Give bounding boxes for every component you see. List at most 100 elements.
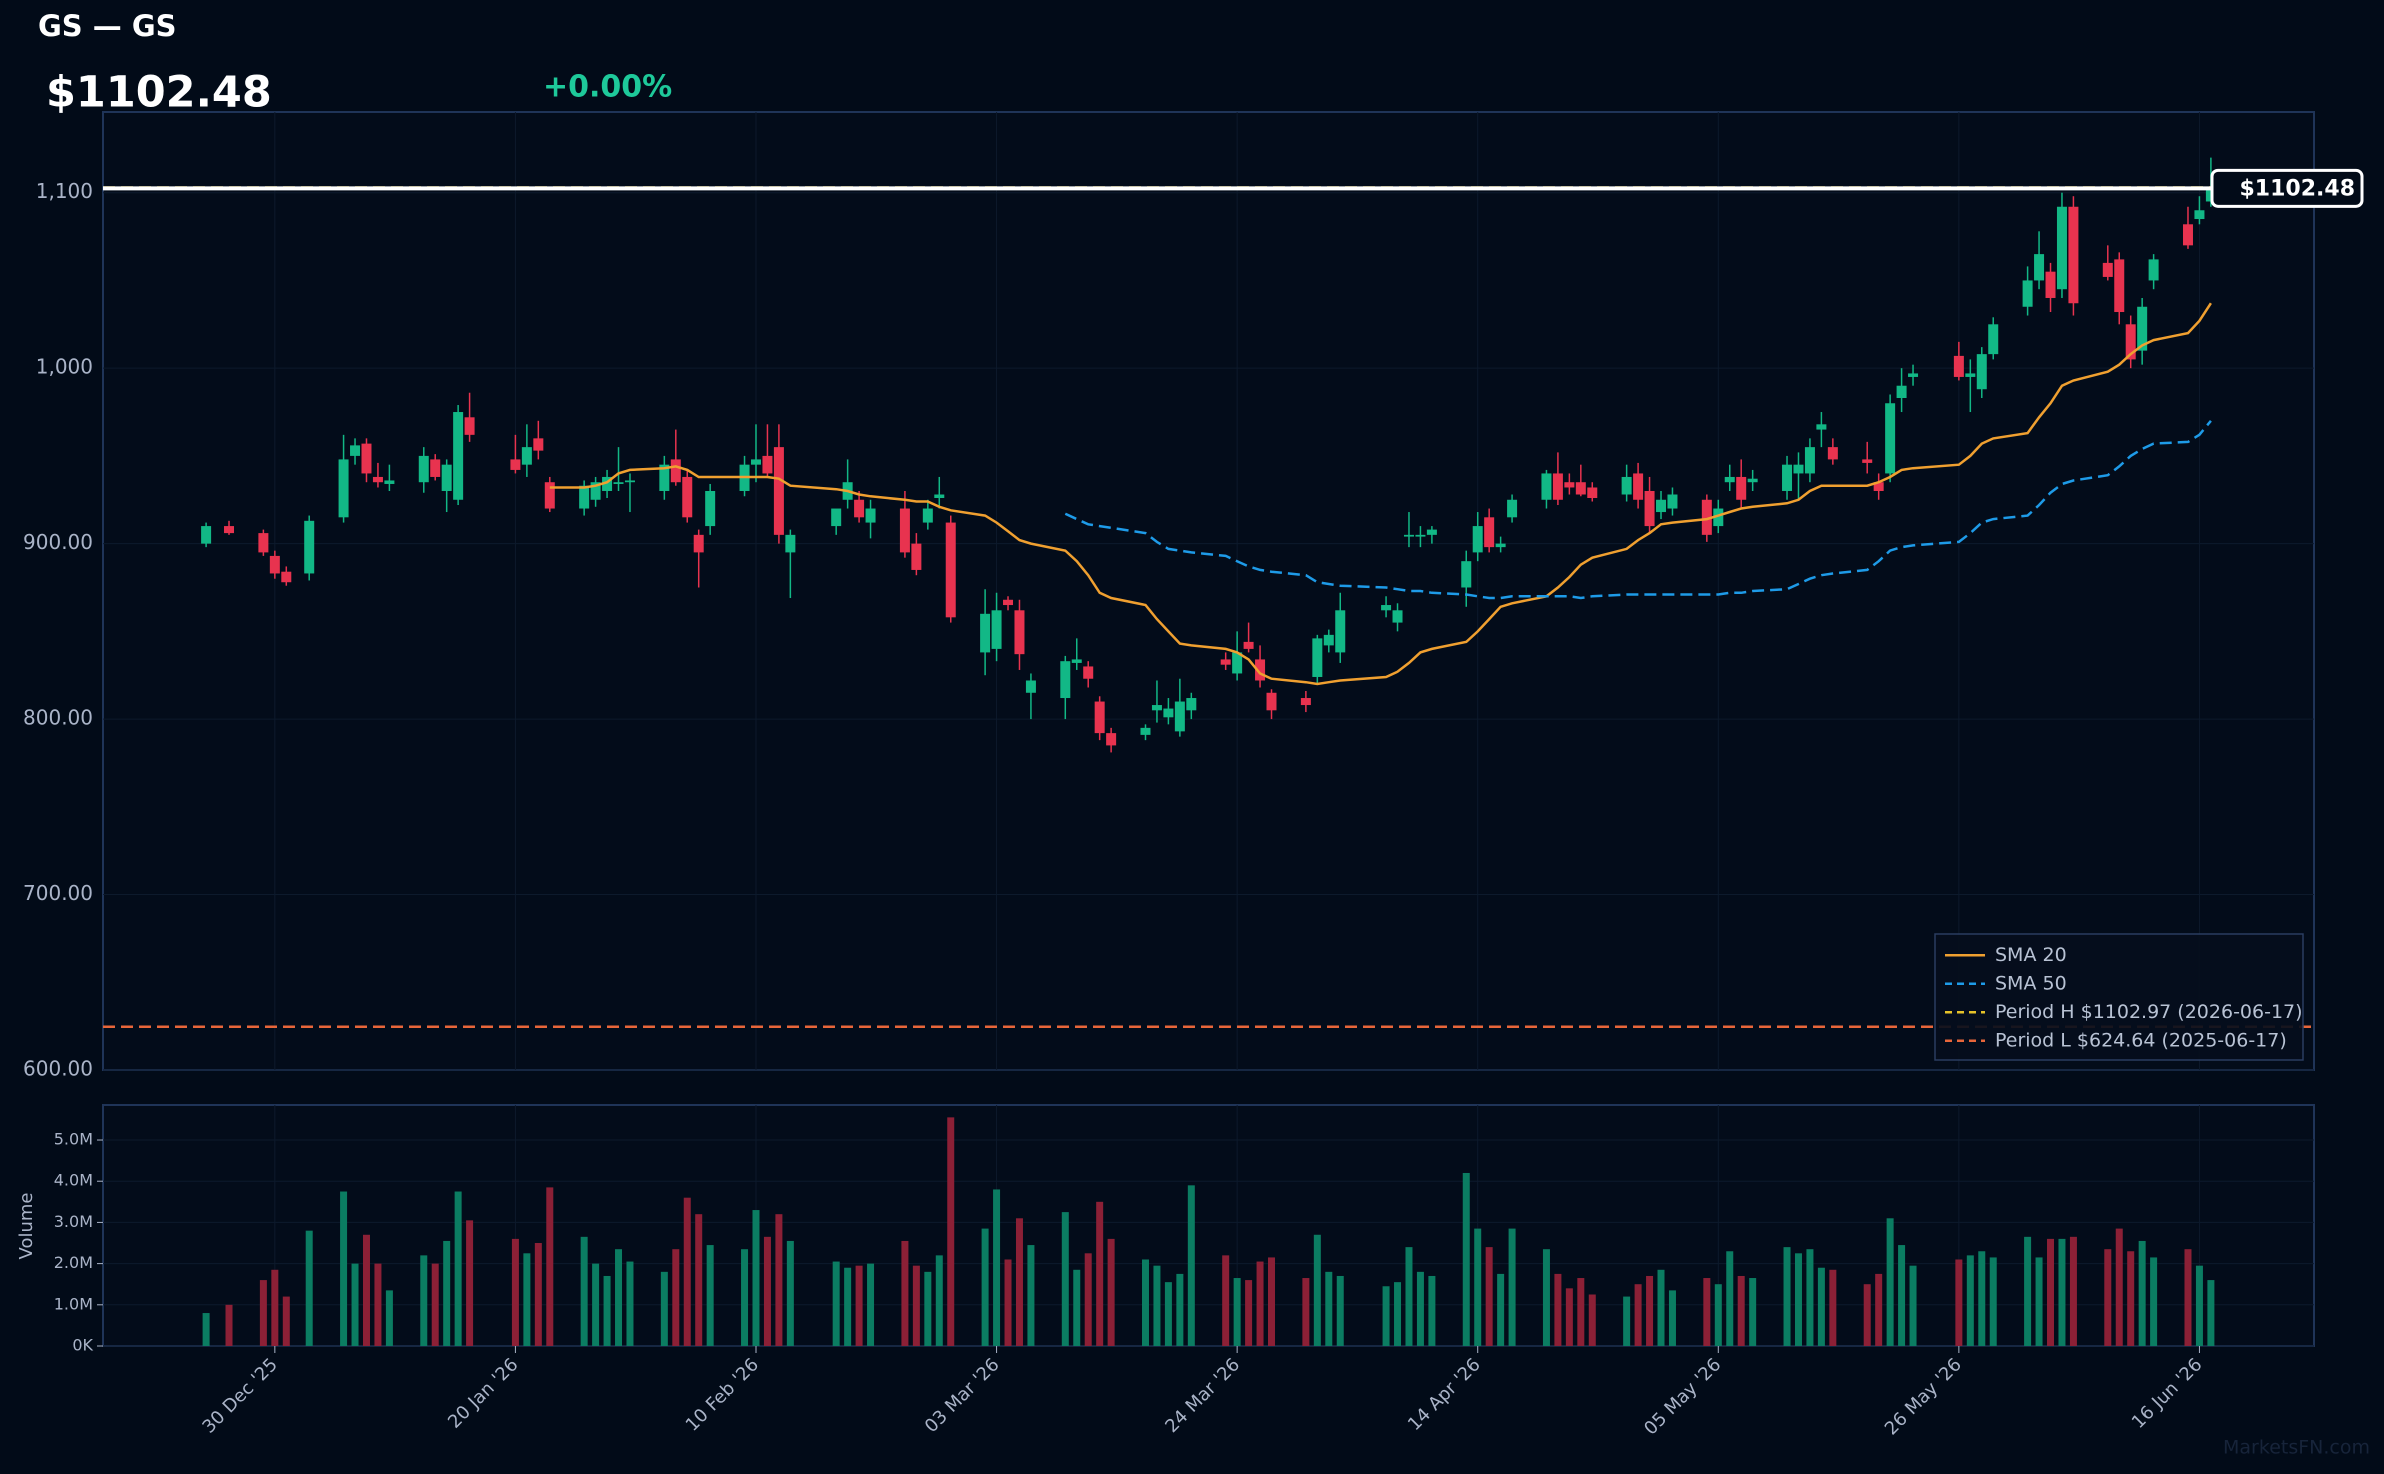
candle-body [1747,478,1758,483]
volume-bar [1978,1251,1986,1346]
candle-body [2114,259,2125,313]
volume-bar [924,1271,932,1346]
candle-body [1541,473,1552,500]
volume-bar [1577,1278,1585,1346]
volume-bar [615,1249,623,1346]
volume-bar [362,1234,370,1346]
volume-bar [2069,1236,2077,1346]
volume-bar [660,1271,668,1346]
candle-body [1896,385,1907,398]
volume-bar [1829,1269,1837,1346]
volume-bar [340,1191,348,1346]
candle-body [2125,324,2136,360]
candle-body [1885,403,1896,474]
candle-body [1014,610,1025,655]
volume-bar [225,1304,233,1346]
candle-body [1953,355,1964,377]
volume-bar [282,1296,290,1346]
candle-body [579,485,590,509]
candle-body [773,447,784,535]
volume-bar [305,1230,313,1346]
volume-bar [2127,1251,2135,1346]
volume-bar [1164,1282,1172,1346]
candle-body [865,508,876,523]
volume-bar [420,1255,428,1346]
candle-body [533,438,544,451]
candle-body [510,459,521,470]
volume-bar [1966,1255,1974,1346]
volume-bar [1474,1228,1482,1346]
y-tick-label: 4.0M [54,1171,93,1190]
volume-bar [1153,1265,1161,1346]
candle-body [384,480,395,484]
candle-body [1461,561,1472,588]
volume-bar [947,1117,955,1346]
volume-bar [1485,1247,1493,1346]
volume-bar [1714,1284,1722,1346]
legend-label: Period L $624.64 (2025-06-17) [1995,1029,2287,1051]
volume-bar [1073,1269,1081,1346]
candle-body [670,459,681,483]
candle-body [338,459,349,518]
candle-body [1484,517,1495,548]
candle-body [1667,494,1678,509]
volume-bar [1657,1269,1665,1346]
candle-body [1552,473,1563,500]
candle-body [1965,373,1976,377]
volume-bar [1588,1294,1596,1346]
candle-body [464,417,475,435]
volume-bar [741,1249,749,1346]
y-tick-label: 5.0M [54,1130,93,1149]
candle-body [1724,476,1735,483]
volume-bar [2035,1257,2043,1346]
volume-bar [706,1245,714,1346]
candle-body [269,555,280,574]
volume-bar [202,1313,210,1346]
volume-bar [786,1240,794,1346]
volume-bar [1783,1247,1791,1346]
volume-bar [1989,1257,1997,1346]
volume-bar [1817,1267,1825,1346]
volume-bar [1749,1278,1757,1346]
volume-bar [1416,1271,1424,1346]
volume-bar [1325,1271,1333,1346]
volume-bar [2138,1240,2146,1346]
volume-bar [832,1261,840,1346]
candle-body [1106,733,1117,746]
y-tick-label: 1,100 [36,179,93,203]
volume-bar [1061,1212,1069,1346]
volume-bar [603,1275,611,1346]
volume-bar [901,1240,909,1346]
candle-body [1140,727,1151,735]
volume-bar [1027,1245,1035,1346]
volume-bar [1405,1247,1413,1346]
candle-body [1621,476,1632,495]
y-tick-label: 700.00 [23,881,93,905]
volume-bar [1256,1261,1264,1346]
candle-body [1403,534,1414,537]
candle-body [831,508,842,527]
volume-bar [1565,1288,1573,1346]
candle-body [1507,499,1518,518]
candle-body [1644,490,1655,527]
candle-body [1873,482,1884,491]
candle-body [2194,210,2205,220]
moving-average-line [549,302,2212,686]
candle-body [590,482,601,500]
y-tick-label: 1.0M [54,1294,93,1313]
volume-bar [271,1269,279,1346]
volume-bar [867,1263,875,1346]
volume-bar [1302,1278,1310,1346]
volume-bar [1703,1278,1711,1346]
volume-bar [1245,1280,1253,1346]
candle-body [544,482,555,509]
volume-bar [1222,1255,1230,1346]
candle-body [762,455,773,474]
candle-body [2045,271,2056,298]
candle-body [258,533,269,553]
candle-body [224,526,235,534]
volume-bar [1955,1259,1963,1346]
volume-bar [844,1267,852,1346]
